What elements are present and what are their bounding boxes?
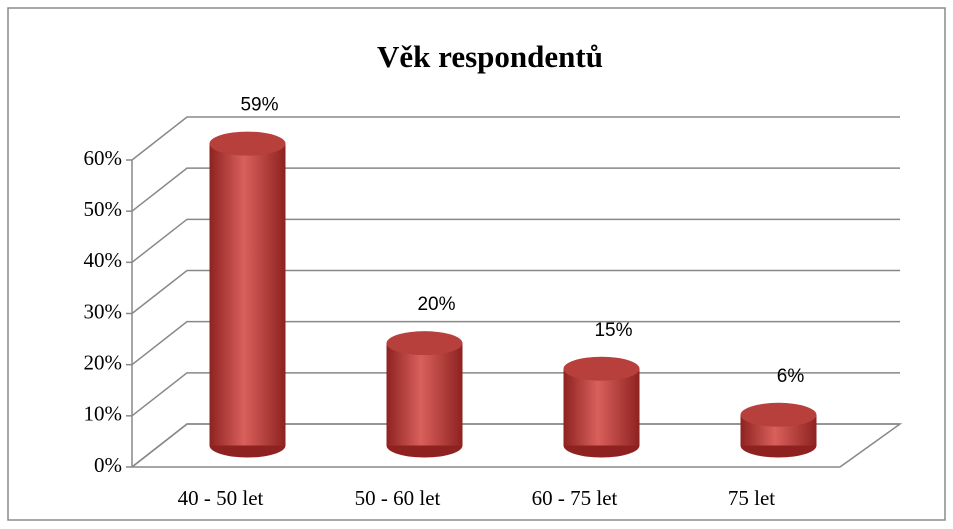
y-tick-label: 0% (94, 453, 122, 477)
y-tick-label: 40% (84, 248, 123, 272)
grid-line (131, 372, 900, 417)
y-tick-label: 30% (84, 299, 123, 323)
bar-top (740, 402, 817, 427)
x-tick-label: 50 - 60 let (355, 486, 441, 510)
value-label: 15% (594, 320, 632, 341)
grid-line (131, 116, 900, 161)
grid-line (131, 320, 900, 366)
grid-line (131, 423, 900, 468)
plot-area: 0% 10% 20% 30% 40% 50% 60% 40 - 50 let 59% 50 - 6… (84, 95, 903, 510)
x-tick-label: 75 let (728, 486, 775, 510)
bar (563, 368, 640, 446)
y-tick-label: 50% (84, 197, 123, 221)
value-label: 20% (417, 294, 455, 315)
y-tick-label: 10% (84, 402, 123, 426)
y-tick-label: 60% (84, 146, 123, 170)
y-tick-label: 20% (84, 350, 123, 374)
grid-line (131, 167, 900, 212)
x-tick-label: 40 - 50 let (178, 486, 264, 510)
value-label: 6% (777, 366, 805, 387)
bar-top (209, 131, 286, 156)
bar (209, 143, 286, 446)
value-label: 59% (240, 95, 278, 116)
grid-line (131, 218, 900, 263)
x-tick-label: 60 - 75 let (532, 486, 618, 510)
bar (386, 343, 463, 446)
bar-top (563, 356, 640, 381)
chart-title: Věk respondentů (377, 39, 603, 74)
grid-line (131, 269, 900, 315)
bar-top (386, 331, 463, 356)
